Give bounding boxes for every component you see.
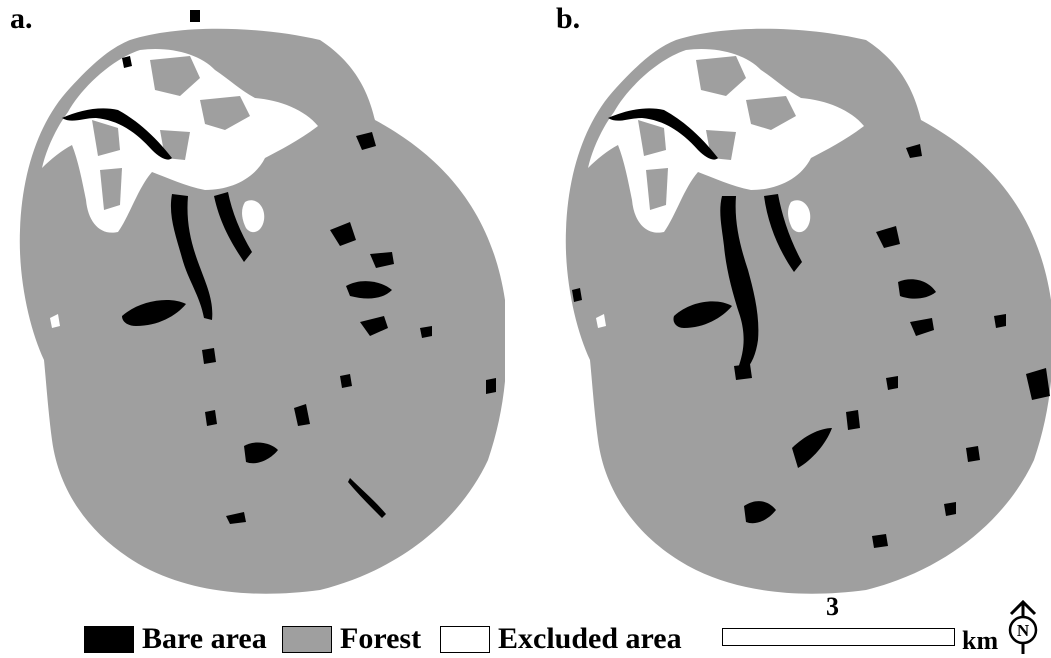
legend-label-bare: Bare area [142, 622, 267, 655]
bare-area [673, 301, 732, 328]
bare-area [486, 378, 496, 394]
north-arrow-icon: N [1008, 600, 1038, 654]
bare-area [720, 196, 759, 372]
bare-area [872, 534, 888, 548]
forest-area [150, 56, 200, 96]
bare-area [122, 56, 132, 68]
legend-label-forest: Forest [340, 622, 422, 655]
bare-area [846, 410, 860, 430]
bare-area [994, 314, 1006, 328]
legend-item-bare-area: Bare area [84, 622, 267, 656]
legend-swatch-bare [84, 625, 134, 653]
bare-area [360, 316, 388, 336]
bare-area [370, 252, 394, 268]
bare-area [886, 376, 898, 390]
bare-area [62, 108, 172, 160]
forest-area [746, 96, 796, 130]
legend-item-excluded-area: Excluded area [440, 622, 682, 656]
bare-area [906, 144, 922, 158]
bare-area [876, 226, 900, 248]
scale-bar-unit: km [962, 626, 999, 655]
bare-area [190, 10, 200, 22]
scale-bar [722, 628, 955, 646]
legend: Bare area Forest Excluded area [0, 620, 1051, 658]
bare-area [910, 318, 934, 336]
bare-area [356, 132, 376, 150]
bare-area [420, 326, 432, 338]
excluded-area [242, 200, 265, 233]
forest-area [696, 56, 746, 96]
legend-swatch-forest [282, 625, 332, 653]
bare-area [572, 288, 582, 302]
forest-area [200, 96, 250, 130]
bare-area [214, 192, 252, 262]
bare-area [294, 404, 310, 426]
bare-area [792, 428, 832, 468]
scale-bar-value: 3 [826, 592, 839, 621]
bare-area [340, 374, 352, 388]
bare-area [348, 478, 386, 518]
land-cover-map-a [19, 10, 505, 594]
bare-area [346, 281, 392, 299]
bare-area [226, 512, 246, 524]
bare-area [944, 502, 956, 516]
bare-area [202, 348, 216, 364]
forest-area [638, 120, 666, 156]
bare-area [608, 108, 718, 160]
bare-area [170, 194, 213, 320]
forest-area [92, 120, 120, 156]
bare-area [734, 364, 752, 380]
bare-area [764, 194, 802, 272]
bare-area [966, 446, 980, 462]
bare-area [330, 222, 356, 246]
panel-label-a: a. [10, 2, 33, 35]
excluded-area [50, 314, 60, 328]
excluded-area [788, 200, 811, 233]
bare-area [744, 501, 776, 524]
bare-area [205, 410, 217, 426]
panel-label-b: b. [556, 2, 581, 35]
bare-area [1026, 368, 1050, 400]
forest-area [100, 168, 122, 210]
legend-label-excluded: Excluded area [498, 622, 682, 655]
north-arrow-letter: N [1017, 621, 1030, 640]
bare-area [122, 300, 186, 326]
excluded-area [596, 314, 606, 328]
bare-area [898, 279, 936, 299]
bare-area [244, 442, 278, 464]
legend-swatch-excluded [440, 625, 490, 653]
forest-area [646, 168, 668, 210]
land-cover-map-b [565, 28, 1051, 594]
legend-item-forest: Forest [282, 622, 421, 656]
